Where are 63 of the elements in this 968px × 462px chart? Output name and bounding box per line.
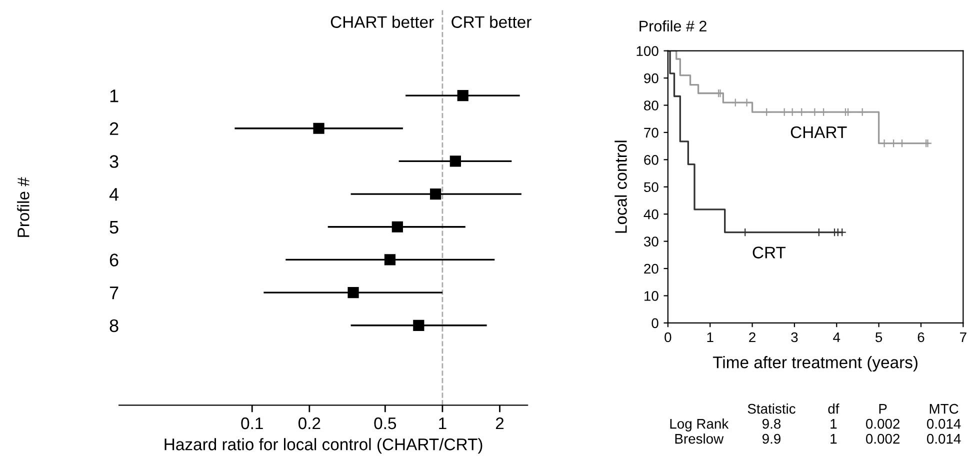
y-tick-label: 70 bbox=[644, 128, 658, 138]
text: 0.014 bbox=[926, 418, 961, 429]
x-axis-title: Hazard ratio for local control (CHART/CRT) bbox=[164, 438, 482, 454]
x-tick-label: 0.2 bbox=[298, 417, 320, 430]
y-tick-label: 3 bbox=[110, 155, 118, 168]
text: 0.002 bbox=[866, 418, 900, 429]
text: Log Rank bbox=[670, 418, 729, 432]
point bbox=[742, 98, 752, 107]
text: df bbox=[828, 404, 840, 414]
text: 0.014 bbox=[926, 434, 961, 444]
y-tick-label: 6 bbox=[110, 254, 118, 266]
y-tick-label: 7 bbox=[110, 286, 118, 300]
point bbox=[788, 108, 797, 116]
text: CHART better bbox=[330, 16, 434, 28]
y-tick-label: 0 bbox=[652, 318, 658, 328]
x-tick-label: 2 bbox=[496, 417, 504, 430]
y-tick-label: 2 bbox=[110, 122, 118, 135]
x-tick-label: 0.1 bbox=[241, 417, 263, 430]
y-tick-label: 50 bbox=[644, 182, 658, 192]
series-label: CRT bbox=[752, 246, 786, 258]
point bbox=[810, 108, 820, 116]
y-axis-title: Profile # bbox=[17, 177, 30, 237]
text: CRT better bbox=[452, 16, 532, 28]
y-tick-label: 20 bbox=[644, 264, 658, 274]
y-tick-label: 10 bbox=[644, 291, 658, 301]
y-tick-label: 90 bbox=[644, 73, 658, 84]
series-label: CHART bbox=[790, 126, 847, 138]
text: 9.9 bbox=[762, 434, 780, 444]
x-axis-title: Time after treatment (years) bbox=[712, 356, 918, 372]
x-tick-label: 4 bbox=[833, 332, 840, 342]
x-tick-label: 1 bbox=[439, 418, 446, 430]
text: Statistic bbox=[748, 404, 796, 414]
x-tick-label: 5 bbox=[876, 332, 882, 342]
text: 9.8 bbox=[762, 418, 781, 429]
y-tick-label: 1 bbox=[110, 90, 118, 102]
y-tick-label: 80 bbox=[644, 100, 658, 110]
text: Breslow bbox=[675, 434, 724, 444]
chart-title: Profile # 2 bbox=[640, 20, 706, 32]
text: 1 bbox=[830, 434, 837, 444]
point bbox=[797, 108, 806, 116]
y-tick-label: 100 bbox=[636, 46, 658, 56]
text: MTC bbox=[930, 404, 958, 414]
text: 0.002 bbox=[866, 434, 900, 444]
x-tick-label: 1 bbox=[707, 332, 714, 342]
y-tick-label: 60 bbox=[644, 155, 658, 165]
x-tick-label: 2 bbox=[749, 332, 756, 342]
point bbox=[819, 108, 828, 116]
x-tick-label: 0.5 bbox=[374, 417, 396, 430]
x-tick-label: 0 bbox=[664, 332, 672, 342]
x-tick-label: 3 bbox=[791, 332, 798, 342]
point bbox=[858, 108, 867, 116]
text: P bbox=[879, 404, 887, 414]
point bbox=[731, 98, 740, 107]
point bbox=[762, 108, 771, 116]
x-tick-label: 7 bbox=[960, 332, 966, 342]
y-tick-label: 5 bbox=[110, 221, 118, 234]
y-axis-title: Local control bbox=[614, 140, 627, 233]
y-tick-label: 40 bbox=[644, 209, 658, 220]
y-tick-label: 30 bbox=[644, 236, 658, 246]
y-tick-label: 4 bbox=[109, 188, 119, 201]
y-tick-label: 8 bbox=[110, 319, 118, 332]
x-tick-label: 6 bbox=[918, 332, 924, 342]
point bbox=[780, 108, 789, 116]
